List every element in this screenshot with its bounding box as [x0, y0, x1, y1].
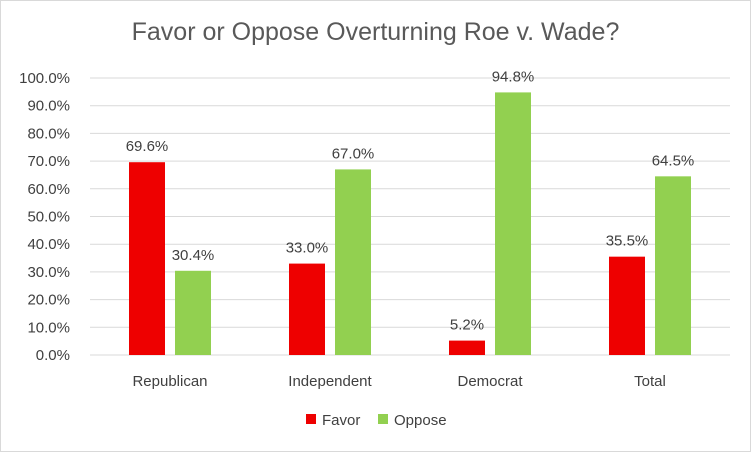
x-axis-category-labels: Republican Independent Democrat Total — [132, 373, 665, 390]
bar-favor-republican — [129, 162, 165, 355]
y-tick-label: 80.0% — [27, 125, 70, 142]
data-label: 64.5% — [652, 152, 695, 169]
y-tick-label: 60.0% — [27, 181, 70, 198]
data-label: 33.0% — [286, 240, 329, 257]
data-label: 5.2% — [450, 317, 484, 334]
category-label: Democrat — [457, 373, 523, 390]
y-tick-label: 70.0% — [27, 153, 70, 170]
y-tick-label: 40.0% — [27, 236, 70, 253]
y-tick-label: 0.0% — [36, 347, 70, 364]
legend-swatch-oppose — [378, 414, 388, 424]
bar-favor-independent — [289, 263, 325, 355]
legend-label: Favor — [322, 412, 360, 429]
data-label: 30.4% — [172, 247, 215, 264]
bar-oppose-democrat — [495, 92, 531, 356]
y-tick-label: 20.0% — [27, 292, 70, 309]
y-tick-label: 50.0% — [27, 209, 70, 226]
chart-title: Favor or Oppose Overturning Roe v. Wade? — [131, 18, 620, 46]
bar-favor-democrat — [449, 340, 485, 355]
y-tick-label: 30.0% — [27, 264, 70, 281]
data-label: 69.6% — [126, 138, 169, 155]
y-axis-tick-labels: 0.0% 10.0% 20.0% 30.0% 40.0% 50.0% 60.0% 70.0% 8… — [19, 70, 70, 364]
legend: Favor Oppose — [306, 412, 447, 429]
bars — [129, 92, 691, 356]
bar-oppose-total — [655, 176, 691, 355]
bar-favor-total — [609, 256, 645, 355]
category-label: Total — [634, 373, 666, 390]
y-tick-label: 100.0% — [19, 70, 70, 87]
legend-label: Oppose — [394, 412, 447, 429]
category-label: Independent — [288, 373, 372, 390]
y-tick-label: 10.0% — [27, 319, 70, 336]
bar-oppose-independent — [335, 169, 371, 355]
y-tick-label: 90.0% — [27, 98, 70, 115]
bar-oppose-republican — [175, 270, 211, 355]
data-label: 67.0% — [332, 145, 375, 162]
data-label: 35.5% — [606, 233, 649, 250]
category-label: Republican — [132, 373, 207, 390]
data-label: 94.8% — [492, 68, 535, 85]
legend-swatch-favor — [306, 414, 316, 424]
data-labels: 69.6% 30.4% 33.0% 67.0% 5.2% 94.8% 35.5% 64.5% — [126, 68, 695, 333]
